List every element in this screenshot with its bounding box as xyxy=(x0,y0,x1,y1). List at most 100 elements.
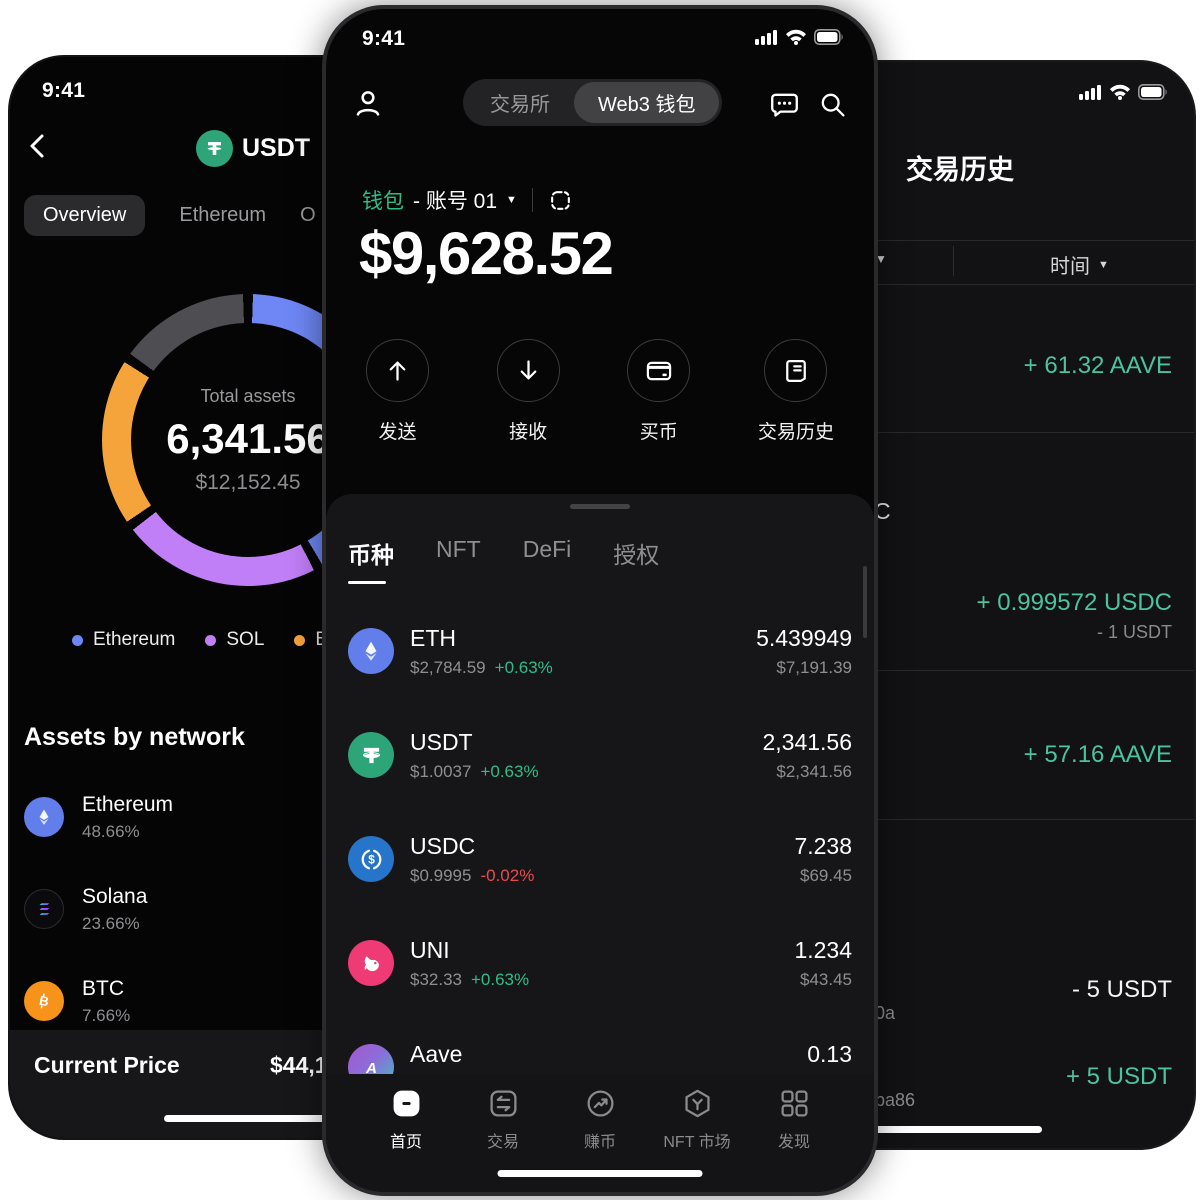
tab-approvals[interactable]: 授权 xyxy=(613,542,660,568)
coin-symbol: ETH xyxy=(410,624,456,651)
buy-crypto-button[interactable]: 买币 xyxy=(627,339,691,444)
uni-icon xyxy=(348,940,394,986)
tab-overview[interactable]: Overview xyxy=(24,195,146,236)
tab-defi[interactable]: DeFi xyxy=(522,536,572,562)
coin-change: +0.63% xyxy=(480,761,539,781)
page-title-label: USDT xyxy=(242,134,311,162)
coin-list: ETH $2,784.59 +0.63% 5.439949 $7,191.39 U… xyxy=(326,599,874,1119)
battery-icon xyxy=(1138,84,1168,100)
donut-legend: Ethereum SOL BTC xyxy=(72,629,353,651)
coin-price: $32.33 xyxy=(410,969,462,989)
network-row-btc[interactable]: B BTC 7.66% xyxy=(24,955,606,1047)
profile-button[interactable] xyxy=(352,87,384,119)
chevron-down-icon: ▼ xyxy=(506,194,517,206)
status-time: 9:41 xyxy=(362,27,406,50)
coin-amount: 1.234 xyxy=(794,936,852,963)
chevron-down-icon: ▼ xyxy=(1098,258,1109,271)
svg-text:A: A xyxy=(365,1059,377,1076)
tether-icon xyxy=(196,130,233,167)
coin-value: $43.45 xyxy=(800,969,852,989)
time-filter-dropdown[interactable]: 时间 ▼ xyxy=(1050,256,1109,278)
nav-home[interactable]: 首页 xyxy=(360,1088,452,1192)
total-assets-value: 6,341.56 xyxy=(166,414,330,462)
coin-row-usdt[interactable]: USDT $1.0037 +0.63% 2,341.56 $2,341.56 xyxy=(326,703,874,807)
status-icons xyxy=(755,29,844,45)
nav-discover[interactable]: 发现 xyxy=(748,1088,840,1192)
transaction-amount[interactable]: + 0.999572 USDC xyxy=(976,589,1172,616)
coin-row-usdc[interactable]: $ USDC $0.9995 -0.02% 7.238 $69.45 xyxy=(326,807,874,911)
wifi-icon xyxy=(1109,84,1131,100)
chat-button[interactable] xyxy=(769,89,800,120)
coin-row-uni[interactable]: UNI $32.33 +0.63% 1.234 $43.45 xyxy=(326,911,874,1015)
receive-button[interactable]: 接收 xyxy=(496,339,560,444)
filter-caret-fragment[interactable]: ▼ xyxy=(875,252,887,266)
coin-symbol: USDT xyxy=(410,728,473,755)
tab-web3-wallet[interactable]: Web3 钱包 xyxy=(574,82,720,123)
search-icon xyxy=(818,90,847,119)
trade-icon xyxy=(488,1088,519,1119)
coin-price: $0.9995 xyxy=(410,865,472,885)
tab-ethereum[interactable]: Ethereum xyxy=(179,204,267,226)
transaction-amount[interactable]: + 61.32 AAVE xyxy=(1023,352,1172,379)
coin-value: $2,341.56 xyxy=(776,761,852,781)
coin-symbol: Aave xyxy=(410,1040,463,1067)
coin-symbol: UNI xyxy=(410,936,450,963)
bitcoin-icon: B xyxy=(24,981,64,1021)
scan-icon[interactable] xyxy=(548,188,573,213)
account-number: - 账号 01 xyxy=(413,190,498,213)
solana-icon xyxy=(24,889,64,929)
coin-row-eth[interactable]: ETH $2,784.59 +0.63% 5.439949 $7,191.39 xyxy=(326,599,874,703)
home-indicator[interactable] xyxy=(497,1170,703,1177)
earn-icon xyxy=(585,1088,616,1119)
history-button[interactable]: 交易历史 xyxy=(758,339,834,444)
transaction-sub: - 1 USDT xyxy=(1096,622,1172,642)
nav-nft-market[interactable]: NFT 市场 xyxy=(651,1088,743,1192)
quick-actions: 发送 接收 买币 交易历史 xyxy=(326,339,874,444)
current-price-label: Current Price xyxy=(34,1052,180,1078)
filter-separator xyxy=(953,246,954,276)
chat-icon xyxy=(769,89,800,120)
scrollbar[interactable] xyxy=(863,566,867,638)
search-button[interactable] xyxy=(818,90,847,119)
total-assets-fiat: $12,152.45 xyxy=(195,470,301,494)
history-title: 交易历史 xyxy=(906,155,1014,185)
transaction-amount[interactable]: + 57.16 AAVE xyxy=(1023,741,1172,768)
partial-text-fragment: C xyxy=(874,498,891,524)
transaction-amount[interactable]: - 5 USDT xyxy=(1071,976,1172,1003)
status-time: 9:41 xyxy=(42,79,86,102)
drag-handle[interactable] xyxy=(570,504,630,509)
sheet-tabs: 币种 NFT DeFi 授权 xyxy=(348,536,659,584)
nav-earn[interactable]: 赚币 xyxy=(554,1088,646,1192)
coin-change: -0.02% xyxy=(480,865,535,885)
document-icon xyxy=(764,339,828,402)
signal-icon xyxy=(1079,84,1102,100)
bottom-nav: 首页 交易 赚币 NFT 市场 xyxy=(326,1074,874,1192)
legend-dot-ethereum xyxy=(72,634,83,646)
usdt-icon xyxy=(348,732,394,778)
coin-symbol: USDC xyxy=(410,832,476,859)
coin-price: $2,784.59 xyxy=(410,657,486,677)
nav-trade[interactable]: 交易 xyxy=(457,1088,549,1192)
svg-text:B: B xyxy=(38,993,50,1009)
transaction-amount[interactable]: + 5 USDT xyxy=(1065,1063,1172,1090)
network-row-ethereum[interactable]: Ethereum 48.66% xyxy=(24,771,606,863)
address-fragment: ba86 xyxy=(875,1090,916,1110)
tab-coins[interactable]: 币种 xyxy=(348,536,394,584)
asset-tabs: Overview Ethereum O xyxy=(24,195,316,236)
total-balance: $9,628.52 xyxy=(359,220,614,287)
discover-icon xyxy=(779,1088,810,1119)
ethereum-icon xyxy=(24,797,64,837)
coin-price: $1.0037 xyxy=(410,761,472,781)
account-selector[interactable]: 钱包 - 账号 01 ▼ xyxy=(362,185,573,215)
send-button[interactable]: 发送 xyxy=(366,339,429,444)
tab-nft[interactable]: NFT xyxy=(436,536,481,562)
wallet-phone: 9:41 交易所 Web3 钱包 钱包 - 账号 01 xyxy=(322,5,878,1196)
coin-value: $7,191.39 xyxy=(776,657,852,677)
coin-amount: 0.13 xyxy=(807,1040,852,1067)
network-row-solana[interactable]: Solana 23.66% xyxy=(24,863,606,955)
back-button[interactable] xyxy=(26,131,50,161)
tab-exchange[interactable]: 交易所 xyxy=(490,94,550,116)
coin-change: +0.63% xyxy=(494,657,553,677)
tab-partial[interactable]: O xyxy=(300,204,316,226)
